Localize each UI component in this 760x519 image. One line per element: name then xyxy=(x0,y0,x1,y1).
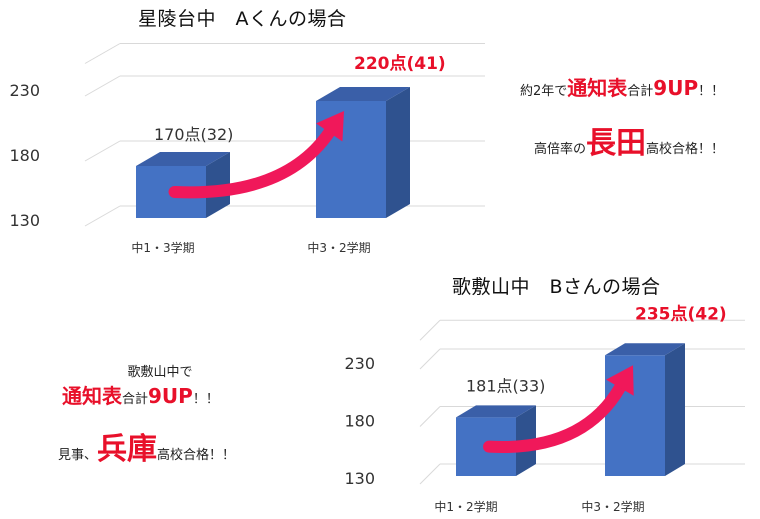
note-a-line2-post: 高校合格！！ xyxy=(646,142,725,157)
bar-front-2 xyxy=(316,101,386,218)
chart-b-title: 歌敷山中 Bさんの場合 xyxy=(452,276,661,298)
data-label-1: 170点(32) xyxy=(154,125,233,144)
note-b-line2-highlight: 通知表 xyxy=(62,384,122,408)
note-b-line3-post: 高校合格！！ xyxy=(157,448,236,463)
gridline-diag-top xyxy=(419,319,441,341)
note-a-line1-mid: 合計 xyxy=(627,84,654,99)
data-label-2: 220点(41) xyxy=(354,53,446,74)
y-tick-label: 180 xyxy=(344,412,375,431)
note-b-line1: 歌敷山中で xyxy=(100,361,220,380)
data-label-2: 235点(42) xyxy=(635,303,727,324)
bar-side-2 xyxy=(386,87,410,218)
note-a-line1-post: ！！ xyxy=(698,84,725,99)
data-label-1: 181点(33) xyxy=(466,376,545,395)
gridline-diag-2 xyxy=(84,75,121,97)
growth-arrow xyxy=(168,126,336,199)
bar-top-1 xyxy=(136,152,230,166)
gridline-diag-1 xyxy=(419,406,441,427)
chart-b: 130 180 230 中1・2学期 181点(33) 中3・2学期 235点(42) xyxy=(344,303,745,514)
note-a-line1-highlight2: 9UP xyxy=(653,76,699,100)
note-a-line2: 高倍率の長田高校合格！！ xyxy=(534,118,724,162)
bar-top-1 xyxy=(456,405,536,418)
chart-a: 130 180 230 中1・3学期 170点(32) 中3・2学期 220点(41) xyxy=(9,43,485,255)
note-b-line2-mid: 合計 xyxy=(122,392,149,407)
note-a-line2-highlight: 長田 xyxy=(586,126,647,161)
note-a-line1: 約2年で通知表合計9UP！！ xyxy=(520,72,724,101)
growth-arrow xyxy=(483,381,626,454)
note-b-line3-pre: 見事、 xyxy=(58,448,98,463)
x-tick-label: 中1・3学期 xyxy=(131,240,194,255)
growth-arrow-head xyxy=(316,111,344,142)
bar-front-2 xyxy=(605,355,665,476)
x-tick-label: 中1・2学期 xyxy=(434,499,497,514)
note-b-line2: 通知表合計9UP！！ xyxy=(62,380,219,409)
note-b-line3-highlight: 兵庫 xyxy=(97,432,158,467)
note-b-line1-text: 歌敷山中で xyxy=(127,365,193,380)
y-tick-label: 230 xyxy=(344,354,375,373)
gridline-diag-0 xyxy=(84,205,121,227)
note-a-line1-pre: 約2年で xyxy=(520,84,568,99)
y-tick-label: 130 xyxy=(9,211,40,230)
note-b-line2-post: ！！ xyxy=(192,392,219,407)
growth-arrow-head xyxy=(606,365,634,396)
chart-a-title: 星陵台中 Aくんの場合 xyxy=(138,8,347,30)
note-b-line2-highlight2: 9UP xyxy=(148,384,193,408)
y-tick-label: 180 xyxy=(9,146,40,165)
x-tick-label: 中3・2学期 xyxy=(307,240,370,255)
x-tick-label: 中3・2学期 xyxy=(581,499,644,514)
gridline-diag-0 xyxy=(419,463,441,485)
bar-top-2 xyxy=(316,87,410,101)
bar-side-2 xyxy=(665,343,685,476)
gridline-diag-2 xyxy=(419,348,441,370)
note-b-line3: 見事、兵庫高校合格！！ xyxy=(58,424,235,468)
y-tick-label: 130 xyxy=(344,469,375,488)
y-tick-label: 230 xyxy=(9,81,40,100)
gridline-diag-1 xyxy=(84,140,121,162)
gridline-diag-top xyxy=(84,43,121,64)
note-a-line2-pre: 高倍率の xyxy=(534,142,587,157)
bar-top-2 xyxy=(605,343,685,356)
note-a-line1-highlight: 通知表 xyxy=(567,76,628,100)
